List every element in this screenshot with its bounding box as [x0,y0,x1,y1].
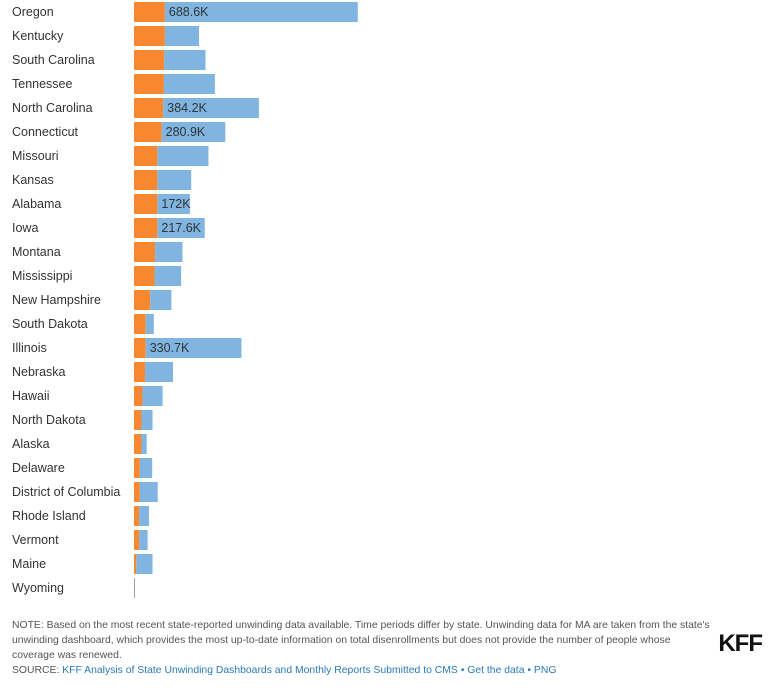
bar-disenrolled[interactable] [134,482,140,502]
bar-disenrolled[interactable] [134,266,155,286]
bar-renewed[interactable] [139,530,148,550]
data-label: 217.6K [161,221,201,235]
category-label: Alabama [12,197,61,211]
category-label: Missouri [12,149,59,163]
bar-renewed[interactable] [164,50,206,70]
bar-renewed[interactable] [163,98,259,118]
category-label: Alaska [12,437,50,451]
bar-renewed[interactable] [157,194,190,214]
bar-disenrolled[interactable] [134,290,151,310]
bar-disenrolled[interactable] [134,146,158,166]
bar-renewed[interactable] [155,242,183,262]
category-label: Illinois [12,341,47,355]
bar-renewed[interactable] [145,338,242,358]
bar-disenrolled[interactable] [134,122,162,142]
category-label: District of Columbia [12,485,120,499]
bar-disenrolled[interactable] [134,2,165,22]
stacked-bar-chart: Oregon 688.6K Kentucky South Carolina Tennes… [12,2,358,598]
bar-disenrolled[interactable] [134,554,137,574]
bar-renewed[interactable] [139,506,149,526]
chart-source: SOURCE: KFF Analysis of State Unwinding … [12,663,712,678]
category-label: Mississippi [12,269,72,283]
bar-renewed[interactable] [157,218,205,238]
category-label: Maine [12,557,46,571]
bar-disenrolled[interactable] [134,362,146,382]
bar-disenrolled[interactable] [134,242,156,262]
data-label: 172K [161,197,191,211]
data-label: 384.2K [167,101,207,115]
category-label: Hawaii [12,389,50,403]
bar-disenrolled[interactable] [134,338,146,358]
data-label: 688.6K [169,5,209,19]
bar-renewed[interactable] [145,314,154,334]
data-label: 280.9K [166,125,206,139]
bar-disenrolled[interactable] [134,410,142,430]
bar-disenrolled[interactable] [134,50,165,70]
bar-renewed[interactable] [157,146,209,166]
bar-renewed[interactable] [136,554,153,574]
category-label: Kentucky [12,29,64,43]
bar-renewed[interactable] [139,458,153,478]
bar-renewed[interactable] [164,2,358,22]
bar-disenrolled[interactable] [134,506,140,526]
bar-renewed[interactable] [154,266,182,286]
bar-renewed[interactable] [157,170,192,190]
bar-disenrolled[interactable] [134,458,140,478]
bar-renewed[interactable] [150,290,172,310]
bar-disenrolled[interactable] [134,74,164,94]
bar-disenrolled[interactable] [134,578,135,598]
bar-renewed[interactable] [161,122,226,142]
category-label: Connecticut [12,125,79,139]
category-label: Nebraska [12,365,66,379]
data-label: 330.7K [150,341,190,355]
category-label: Kansas [12,173,54,187]
bar-disenrolled[interactable] [134,194,158,214]
separator: • [524,665,534,676]
bar-renewed[interactable] [145,362,173,382]
category-label: Tennessee [12,77,73,91]
bar-renewed[interactable] [164,26,199,46]
bar-disenrolled[interactable] [134,98,164,118]
png-link[interactable]: PNG [533,665,557,676]
bar-disenrolled[interactable] [134,170,158,190]
category-label: North Dakota [12,413,86,427]
bar-disenrolled[interactable] [134,386,143,406]
bar-disenrolled[interactable] [134,218,158,238]
category-label: Wyoming [12,581,64,595]
category-label: Delaware [12,461,65,475]
category-label: Rhode Island [12,509,86,523]
chart-footer: NOTE: Based on the most recent state-rep… [12,618,712,678]
bar-renewed[interactable] [142,386,163,406]
bar-disenrolled[interactable] [134,26,165,46]
category-label: South Carolina [12,53,95,67]
source-prefix: SOURCE: [12,665,60,676]
category-label: Oregon [12,5,54,19]
chart-note: NOTE: Based on the most recent state-rep… [12,620,710,661]
category-label: North Carolina [12,101,93,115]
category-label: New Hampshire [12,293,101,307]
category-label: Montana [12,245,61,259]
bar-disenrolled[interactable] [134,434,142,454]
bar-disenrolled[interactable] [134,314,146,334]
bar-renewed[interactable] [141,434,147,454]
category-label: Vermont [12,533,59,547]
bar-disenrolled[interactable] [134,530,140,550]
kff-logo: KFF [718,630,763,657]
source-link[interactable]: KFF Analysis of State Unwinding Dashboar… [62,665,458,676]
separator: • [457,665,468,676]
category-label: Iowa [12,221,38,235]
bar-renewed[interactable] [141,410,153,430]
bar-renewed[interactable] [163,74,215,94]
category-label: South Dakota [12,317,88,331]
get-the-data-link[interactable]: Get the data [467,665,525,676]
bar-renewed[interactable] [139,482,158,502]
